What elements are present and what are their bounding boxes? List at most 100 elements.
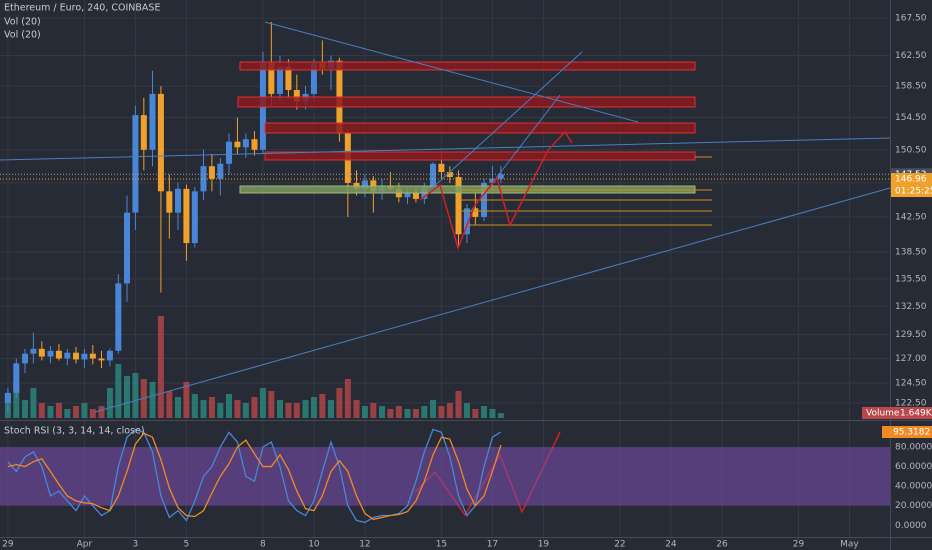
y-tick-label: 142.50 [895,212,927,222]
drawings [0,21,891,517]
volume-bar [446,403,453,418]
volume-bar [30,388,37,418]
x-tick-label: 8 [260,540,266,550]
x-tick-label: 19 [538,540,550,550]
candle-body [72,352,79,360]
projection [419,130,573,251]
volume-bar [38,403,45,418]
y-tick-label: 40.0000 [895,482,932,492]
volume-bar [251,397,258,418]
volume-tag [862,407,932,419]
y-tick-label: 0.0000 [895,521,927,531]
volume-bar [47,406,54,418]
indicator-label: Vol (20) [4,30,41,41]
volume-bar [64,409,71,418]
volume-bar [472,409,479,418]
volume-bar [481,406,488,418]
candle-body [285,66,292,90]
candle-body [132,115,139,213]
volume-value: 1.649K [900,409,932,419]
stoch-line [7,428,502,524]
y-tick-label: 129.50 [895,330,927,340]
price-label: 146.96 [895,175,927,185]
volume-bar [200,400,207,418]
y-tick-label: 138.50 [895,247,927,257]
volume-bar [336,388,343,418]
volume-bar [463,403,470,418]
volume-bar [387,409,394,418]
candle-body [242,139,249,148]
x-tick-label: 17 [487,540,498,550]
y-tick-label: 162.50 [895,51,927,61]
volume-bar [344,379,351,418]
candle-body [123,212,130,284]
volume-bar [293,403,300,418]
zone [264,151,696,161]
candle-body [55,350,62,359]
volume-bar [208,397,215,418]
candle-body [430,163,437,188]
y-tick-label: 60.0000 [895,462,932,472]
candle-body [64,352,71,359]
volume-bar [353,400,360,418]
volume-bar [302,400,309,418]
candle-body [277,66,284,94]
x-tick-label: 29 [2,540,14,550]
candle-body [361,180,368,189]
x-tick-label: 15 [436,540,447,550]
trend-line [94,187,891,413]
volume-bar [21,400,28,418]
volume-bar [191,394,198,418]
volume-bar [497,413,504,418]
zone [237,96,696,108]
candle-body [13,363,20,393]
x-tick-label: 29 [793,540,805,550]
candle-body [115,283,122,351]
volume-bar [183,382,190,418]
y-tick-label: 124.50 [895,378,927,388]
y-tick-label: 154.50 [895,113,927,123]
volume-bar [455,391,462,418]
candle-body [438,163,445,173]
candle-body [472,208,479,217]
volume-bar [412,409,419,418]
volume-bar [370,403,377,418]
stoch-tag [882,426,932,439]
candle-body [47,350,54,357]
candle-body [200,166,207,192]
volume-bar [106,388,113,418]
volume-bar [361,406,368,418]
candle-body [446,172,453,178]
candle-body [38,348,45,357]
volume-bar [234,400,241,418]
volume [4,316,504,418]
volume-bar [81,403,88,418]
volume-bar [489,409,496,418]
volume-bar [72,406,79,418]
stoch-rsi [0,428,890,524]
countdown: 01:25:25 [895,187,932,197]
y-tick-label: 150.50 [895,145,927,155]
y-tick-label: 80.0000 [895,443,932,453]
volume-bar [319,394,326,418]
candle-body [463,208,470,235]
volume-bar [268,391,275,418]
x-tick-label: Apr [77,540,93,550]
volume-bar [242,403,249,418]
volume-bar [421,406,428,418]
candle-body [149,93,156,150]
volume-bar [226,394,233,418]
candle-body [30,348,37,354]
candle-body [208,166,215,179]
x-tick-label: May [840,540,859,550]
volume-bar [98,406,105,418]
volume-label: Volume [866,409,900,419]
x-tick-label: 3 [133,540,139,550]
candle-body [455,177,462,235]
x-tick-label: 22 [614,540,625,550]
candle-body [234,141,241,148]
trend-line [0,137,891,161]
y-tick-label: 122.50 [895,398,927,408]
